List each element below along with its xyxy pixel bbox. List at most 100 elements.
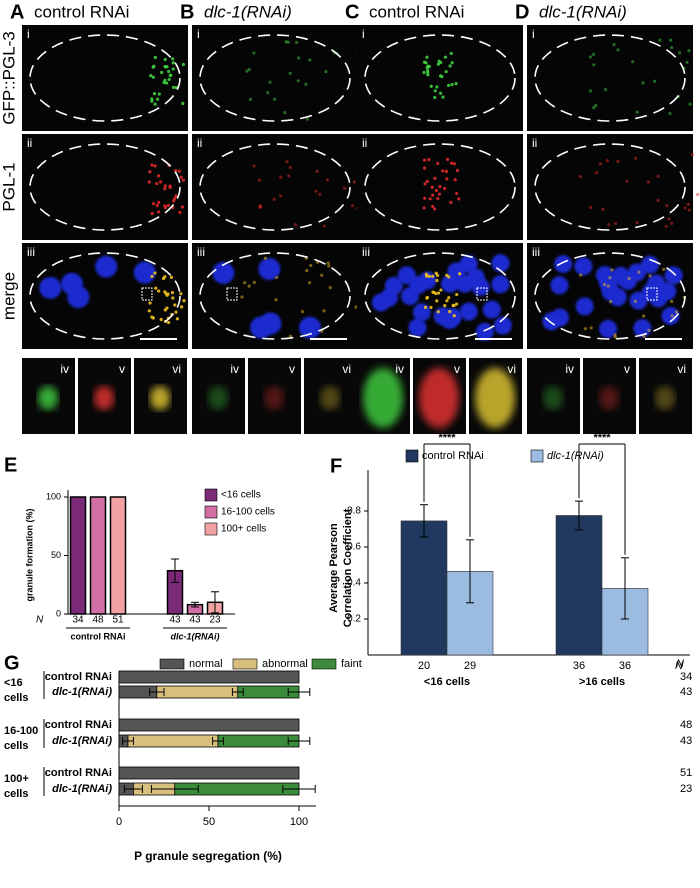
embryo-outline: [534, 252, 686, 340]
granule: [447, 296, 451, 300]
x-tick-label: 100: [290, 816, 308, 828]
granule: [452, 162, 456, 166]
granule: [687, 208, 691, 212]
granule: [444, 169, 449, 174]
granule: [443, 186, 447, 191]
granule: [285, 160, 289, 164]
granule: [157, 289, 161, 293]
embryo-outline: [364, 34, 516, 122]
granule: [162, 80, 166, 85]
granule: [439, 288, 443, 292]
bar: [400, 520, 448, 656]
granule: [433, 95, 437, 100]
row-label: dlc-1(RNAi): [52, 686, 112, 698]
granule: [322, 309, 326, 313]
image-label: ii: [27, 136, 32, 150]
granule: [171, 61, 175, 65]
group-label: cells: [4, 740, 28, 752]
granule: [174, 194, 178, 198]
nucleus: [440, 311, 459, 330]
n-label: 43: [189, 615, 201, 626]
x-tick-label: control RNAi: [71, 631, 126, 641]
granule: [625, 179, 629, 183]
granule: [686, 202, 691, 206]
inset-signal: [38, 386, 58, 410]
nucleus: [629, 291, 648, 310]
embryo-outline: [364, 252, 516, 340]
granule: [352, 180, 356, 184]
legend-swatch: [204, 488, 218, 502]
granule: [453, 178, 457, 182]
granule: [605, 159, 609, 163]
granule: [314, 189, 318, 193]
nucleus: [384, 276, 403, 295]
granule: [150, 163, 154, 167]
bar: [69, 496, 87, 615]
inset-label: iv: [565, 362, 574, 376]
granule: [181, 178, 185, 182]
legend-swatch: [530, 449, 544, 463]
granule: [588, 55, 593, 59]
bar-segment: [118, 670, 300, 684]
embryo-outline: [29, 143, 181, 231]
granule: [454, 81, 458, 86]
granule: [433, 207, 437, 211]
legend-label: dlc-1(RNAi): [547, 450, 604, 462]
granule: [155, 203, 159, 208]
granule: [431, 204, 435, 209]
nucleus: [299, 316, 322, 339]
granule: [324, 70, 328, 74]
granule: [163, 184, 167, 188]
granule: [152, 64, 156, 68]
inset-signal: [150, 386, 170, 410]
granule: [279, 194, 283, 198]
n-label: 34: [72, 615, 84, 626]
legend-label: normal: [189, 658, 223, 670]
legend-label: control RNAi: [422, 450, 484, 462]
granule: [430, 185, 434, 189]
nucleus: [633, 319, 652, 338]
granule: [155, 97, 160, 101]
granule: [449, 51, 453, 55]
granule: [436, 62, 440, 66]
image-label: iii: [27, 245, 35, 259]
group-label: <16: [4, 677, 23, 689]
x-tick-label: dlc-1(RNAi): [171, 631, 220, 641]
nucleus: [133, 261, 156, 284]
y-tick-label: 0.8: [347, 506, 361, 517]
inset-label: v: [119, 362, 125, 376]
granule: [179, 175, 183, 179]
nucleus: [599, 320, 618, 339]
legend-label: abnormal: [262, 658, 308, 670]
granule: [174, 168, 178, 173]
granule: [170, 290, 175, 295]
granule: [670, 314, 674, 318]
micrograph-content: [39, 255, 186, 325]
granule: [665, 204, 669, 208]
granule: [588, 89, 593, 93]
inset-signal: [94, 386, 114, 410]
n-label: 48: [680, 719, 692, 731]
granule: [436, 161, 440, 166]
inset-box: [476, 287, 488, 301]
micrograph-content: [422, 157, 461, 211]
granule: [150, 97, 154, 101]
granule: [455, 292, 459, 297]
granule: [668, 111, 672, 116]
granule: [154, 286, 158, 290]
granule: [441, 95, 445, 99]
granule: [646, 180, 650, 184]
x-tick-label: 0: [116, 816, 122, 828]
granule: [437, 192, 442, 196]
granule: [327, 264, 331, 268]
row-label: merge: [0, 272, 18, 320]
granule: [422, 206, 426, 210]
granule: [288, 165, 292, 170]
panel-title: control RNAi: [369, 2, 464, 21]
granule: [455, 302, 459, 306]
n-label: 20: [418, 660, 430, 672]
granule: [288, 334, 293, 338]
granule: [171, 296, 175, 300]
granule: [423, 182, 427, 186]
x-tick-label: >16 cells: [579, 676, 625, 688]
